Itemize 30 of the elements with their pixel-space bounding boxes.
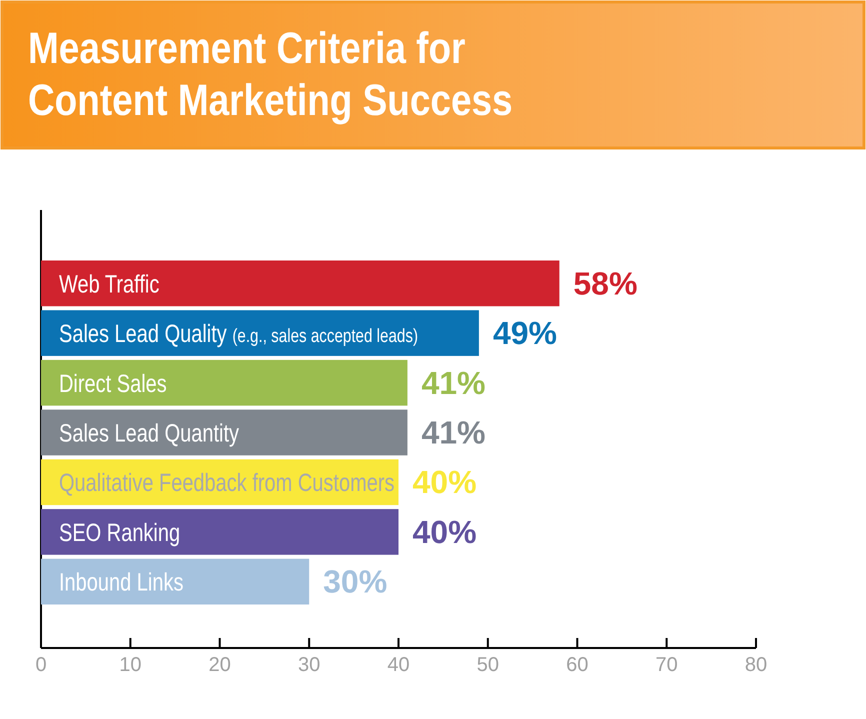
bar xyxy=(41,509,398,555)
bar xyxy=(41,558,310,605)
bar xyxy=(41,360,408,406)
y-tick-label: SEO Ranking xyxy=(59,518,180,546)
bar xyxy=(41,260,560,306)
data-label: 49% xyxy=(492,315,557,352)
x-tick-label: 20 xyxy=(208,654,231,676)
data-label: 41% xyxy=(421,364,486,401)
x-tick-label: 10 xyxy=(119,654,142,676)
bar xyxy=(41,310,479,356)
y-tick-label: Inbound Links xyxy=(59,568,184,596)
x-tick-label: 40 xyxy=(387,654,410,676)
y-tick-label: Web Traffic xyxy=(59,270,160,298)
y-tick-label: Sales Lead Quantity xyxy=(59,419,240,448)
y-tick-label: Direct Sales xyxy=(59,370,167,398)
x-tick-label: 70 xyxy=(656,654,678,676)
x-tick-label: 60 xyxy=(566,654,588,676)
data-label: 30% xyxy=(323,564,388,600)
data-label: 40% xyxy=(412,514,477,550)
x-tick-label: 80 xyxy=(744,654,768,676)
y-tick-label: Sales Lead Quality (e.g., sales accepted leads) xyxy=(59,320,418,348)
data-label: 58% xyxy=(573,265,638,302)
chart-title: Measurement Criteria for Content Marketing Success xyxy=(28,22,513,125)
x-tick-label: 0 xyxy=(35,654,47,676)
bar xyxy=(41,410,408,456)
x-tick-label: 30 xyxy=(298,654,320,676)
data-label: 40% xyxy=(412,464,477,500)
y-tick-label: Qualitative Feedback from Customers xyxy=(59,469,394,497)
x-tick-label: 50 xyxy=(476,654,499,676)
data-label: 41% xyxy=(421,414,486,450)
